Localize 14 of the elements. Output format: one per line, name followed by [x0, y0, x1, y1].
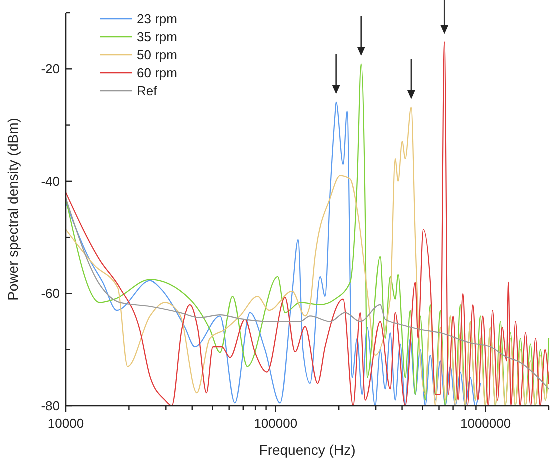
legend-label: 60 rpm — [137, 66, 178, 80]
x-axis-title: Frequency (Hz) — [259, 442, 356, 458]
y-tick-label: -40 — [41, 174, 60, 189]
y-tick-label: -60 — [41, 286, 60, 302]
y-tick-label: -20 — [41, 62, 60, 77]
legend-label: 35 rpm — [137, 30, 178, 44]
y-tick-label: -80 — [41, 398, 60, 414]
y-axis-title: Power spectral density (dBm) — [5, 118, 21, 301]
x-tick-label: 1000000 — [460, 416, 512, 431]
legend-label: 50 rpm — [137, 48, 178, 62]
legend-label: 23 rpm — [137, 12, 178, 26]
x-tick-label: 10000 — [48, 416, 84, 431]
x-tick-label: 100000 — [254, 416, 298, 431]
legend-label: Ref — [137, 84, 158, 98]
